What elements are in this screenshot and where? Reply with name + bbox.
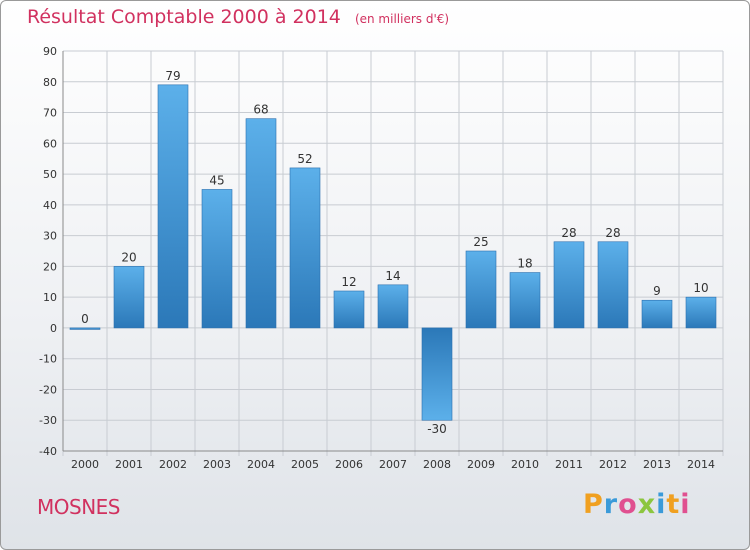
x-tick-label: 2009 xyxy=(467,458,495,471)
data-label: 20 xyxy=(121,250,136,264)
x-tick-label: 2002 xyxy=(159,458,187,471)
bar xyxy=(333,290,365,329)
x-tick-label: 2001 xyxy=(115,458,143,471)
x-tick-label: 2010 xyxy=(511,458,539,471)
x-tick-label: 2003 xyxy=(203,458,231,471)
bar xyxy=(465,250,497,329)
y-tick-label: 20 xyxy=(43,260,57,273)
data-label: 68 xyxy=(253,103,268,117)
data-label: 10 xyxy=(693,281,708,295)
x-tick-label: 2011 xyxy=(555,458,583,471)
y-tick-label: -10 xyxy=(39,353,57,366)
data-label: 45 xyxy=(209,173,224,187)
brand-logo-letter: i xyxy=(656,489,667,520)
data-label: 14 xyxy=(385,269,400,283)
data-label: 25 xyxy=(473,235,488,249)
y-tick-label: 70 xyxy=(43,107,57,120)
x-tick-label: 2006 xyxy=(335,458,363,471)
x-tick-label: 2000 xyxy=(71,458,99,471)
x-tick-label: 2004 xyxy=(247,458,275,471)
y-tick-label: -30 xyxy=(39,414,57,427)
brand-logo-letter: i xyxy=(680,489,691,520)
brand-logo-letter: x xyxy=(637,489,657,520)
bar xyxy=(157,84,189,329)
bar xyxy=(69,327,101,330)
data-label: -30 xyxy=(427,422,447,436)
y-tick-label: 60 xyxy=(43,137,57,150)
y-tick-label: 30 xyxy=(43,230,57,243)
y-tick-label: 0 xyxy=(50,322,57,335)
chart-title: Résultat Comptable 2000 à 2014 xyxy=(27,6,341,28)
data-label: 52 xyxy=(297,152,312,166)
data-label: 12 xyxy=(341,275,356,289)
x-tick-label: 2012 xyxy=(599,458,627,471)
x-tick-label: 2013 xyxy=(643,458,671,471)
chart-subtitle: (en milliers d'€) xyxy=(354,12,450,26)
bar xyxy=(597,241,629,329)
y-tick-label: 50 xyxy=(43,168,57,181)
brand-logo-letter: P xyxy=(583,489,604,520)
bar xyxy=(421,327,453,421)
bar xyxy=(553,241,585,329)
data-label: 9 xyxy=(653,284,661,298)
x-tick-label: 2008 xyxy=(423,458,451,471)
y-tick-label: 10 xyxy=(43,291,57,304)
data-label: 0 xyxy=(81,312,89,326)
brand-logo-letter: t xyxy=(666,489,681,520)
brand-logo-letter: r xyxy=(603,489,619,520)
data-label: 28 xyxy=(561,226,576,240)
bar xyxy=(641,299,673,329)
y-tick-label: -40 xyxy=(39,445,57,458)
y-tick-label: 90 xyxy=(43,45,57,58)
x-tick-label: 2005 xyxy=(291,458,319,471)
commune-name: MOSNES xyxy=(37,495,121,519)
x-tick-label: 2014 xyxy=(687,458,715,471)
bar xyxy=(685,296,717,329)
chart-title-block: Résultat Comptable 2000 à 2014 (en milli… xyxy=(27,6,449,28)
bar xyxy=(509,272,541,329)
brand-logo-letter: o xyxy=(618,489,638,520)
y-tick-label: 80 xyxy=(43,76,57,89)
x-tick-label: 2007 xyxy=(379,458,407,471)
bar xyxy=(245,118,277,329)
data-label: 28 xyxy=(605,226,620,240)
y-tick-label: -20 xyxy=(39,383,57,396)
bar xyxy=(377,284,409,329)
bar xyxy=(201,189,233,329)
brand-logo: Proxiti xyxy=(583,489,691,520)
y-tick-label: 40 xyxy=(43,199,57,212)
data-label: 79 xyxy=(165,69,180,83)
bar xyxy=(289,167,321,329)
bar xyxy=(113,266,145,329)
data-label: 18 xyxy=(517,257,532,271)
